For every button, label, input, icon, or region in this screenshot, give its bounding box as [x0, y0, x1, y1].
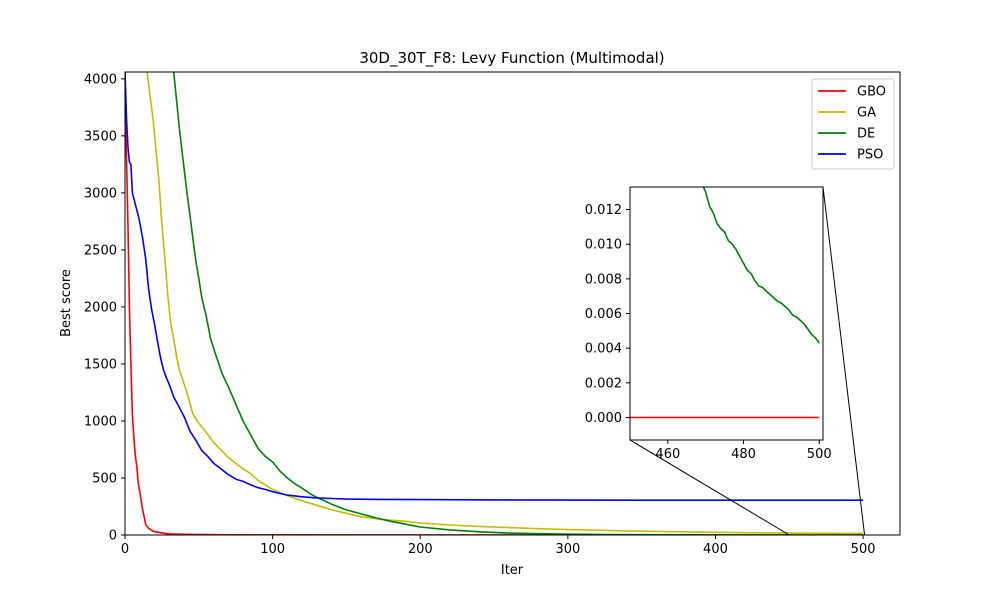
- y-tick-label: 1000: [84, 414, 117, 429]
- legend-label-ga: GA: [857, 106, 876, 121]
- y-tick-label: 1500: [84, 357, 117, 372]
- legend-label-de: DE: [857, 127, 875, 142]
- inset-x-tick-label: 500: [807, 447, 832, 462]
- inset-connector-line: [822, 186, 866, 536]
- x-tick-label: 0: [121, 542, 129, 557]
- legend-label-pso: PSO: [857, 148, 883, 163]
- x-tick-label: 200: [408, 542, 433, 557]
- series-line-ga: [146, 72, 864, 535]
- main-axes: 0 100 200 300 400 500 0 500 1000 1500 2000 2500 3000…: [84, 71, 901, 557]
- legend-box: [811, 78, 895, 170]
- legend-label-gbo: GBO: [857, 85, 886, 100]
- x-axis-label: Iter: [501, 563, 524, 578]
- chart-title: 30D_30T_F8: Levy Function (Multimodal): [359, 49, 664, 68]
- x-tick-label: 100: [260, 542, 285, 557]
- inset-y-tick-label: 0.006: [585, 307, 622, 322]
- inset-series-line-de: [702, 187, 820, 344]
- inset-connector-lines: [629, 186, 866, 536]
- y-tick-label: 2500: [84, 243, 117, 258]
- legend: GBO GA DE PSO: [811, 78, 895, 170]
- inset-axes: 460 480 500 0.000 0.002 0.004 0.006 0.008 0.010 0…: [585, 186, 832, 462]
- inset-background: [630, 187, 823, 440]
- y-tick-label: 0: [109, 529, 117, 544]
- inset-y-tick-label: 0.012: [585, 203, 622, 218]
- x-tick-label: 400: [703, 542, 728, 557]
- plot-frame: [124, 71, 901, 536]
- y-tick-label: 3000: [84, 186, 117, 201]
- inset-y-tick-label: 0.010: [585, 238, 622, 253]
- x-tick-label: 300: [555, 542, 580, 557]
- y-tick-label: 2000: [84, 300, 117, 315]
- inset-x-tick-label: 480: [731, 447, 756, 462]
- inset-y-tick-label: 0.008: [585, 272, 622, 287]
- inset-y-tick-label: 0.002: [585, 376, 622, 391]
- y-axis-label: Best score: [59, 269, 74, 337]
- y-tick-label: 3500: [84, 129, 117, 144]
- y-tick-label: 500: [92, 471, 117, 486]
- series-line-de: [172, 72, 864, 535]
- y-tick-label: 4000: [84, 72, 117, 87]
- inset-series-group: [630, 187, 820, 419]
- inset-x-tick-label: 460: [655, 447, 680, 462]
- x-tick-label: 500: [851, 542, 876, 557]
- inset-y-tick-label: 0.004: [585, 342, 622, 357]
- series-line-pso: [125, 72, 864, 502]
- inset-y-tick-label: 0.000: [585, 411, 622, 426]
- inset-connector-line: [629, 439, 790, 536]
